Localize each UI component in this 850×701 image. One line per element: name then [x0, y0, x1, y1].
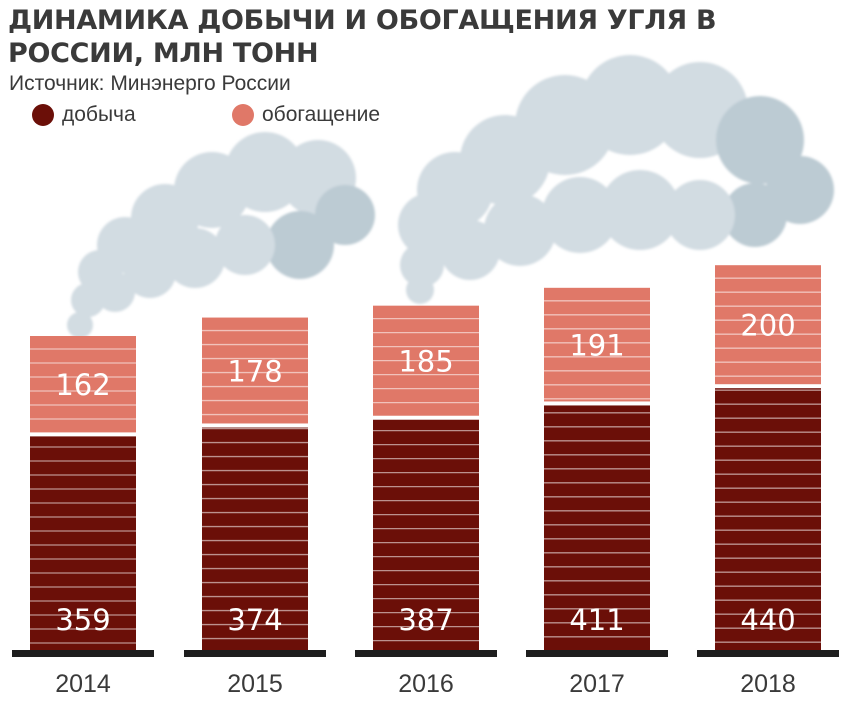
- bar-base-2017: [526, 650, 668, 657]
- bar-dobycha-2015: [202, 427, 308, 650]
- x-tick-label-2017: 2017: [569, 670, 625, 698]
- bar-obogashchenie-2018: [715, 265, 821, 385]
- legend-item-dobycha: добыча: [32, 103, 136, 127]
- legend-swatch-dobycha: [32, 104, 54, 126]
- bar-base-2015: [184, 650, 326, 657]
- legend-swatch-obogashchenie: [232, 104, 254, 126]
- value-label-obogashchenie-2015: 178: [227, 355, 282, 389]
- bar-obogashchenie-2015: [202, 317, 308, 424]
- x-tick-label-2015: 2015: [227, 670, 283, 698]
- x-tick-label-2014: 2014: [55, 670, 111, 698]
- value-label-dobycha-2014: 359: [55, 603, 110, 637]
- bar-obogashchenie-2014: [30, 336, 136, 433]
- bar-base-2014: [12, 650, 154, 657]
- legend-label-obogashchenie: обогащение: [262, 103, 380, 126]
- value-label-dobycha-2017: 411: [569, 603, 624, 637]
- value-label-obogashchenie-2014: 162: [55, 368, 110, 402]
- value-label-obogashchenie-2017: 191: [569, 329, 624, 363]
- value-label-dobycha-2015: 374: [227, 603, 282, 637]
- value-label-obogashchenie-2018: 200: [740, 309, 795, 343]
- smoke-cloud-right: [398, 55, 834, 304]
- bar-base-2016: [355, 650, 497, 657]
- legend-item-obogashchenie: обогащение: [232, 103, 380, 127]
- value-label-obogashchenie-2016: 185: [398, 345, 453, 379]
- chart-subtitle: Источник: Минэнерго России: [9, 72, 291, 95]
- bar-obogashchenie-2017: [544, 287, 650, 402]
- value-label-dobycha-2018: 440: [740, 603, 795, 637]
- value-label-dobycha-2016: 387: [398, 603, 453, 637]
- x-tick-label-2018: 2018: [740, 670, 796, 698]
- smoke-cloud-left: [67, 132, 375, 338]
- x-tick-label-2016: 2016: [398, 670, 454, 698]
- chart-title: ДИНАМИКА ДОБЫЧИ И ОБОГАЩЕНИЯ УГЛЯ В РОСС…: [8, 5, 717, 69]
- bar-base-2018: [697, 650, 839, 657]
- legend-label-dobycha: добыча: [62, 103, 136, 126]
